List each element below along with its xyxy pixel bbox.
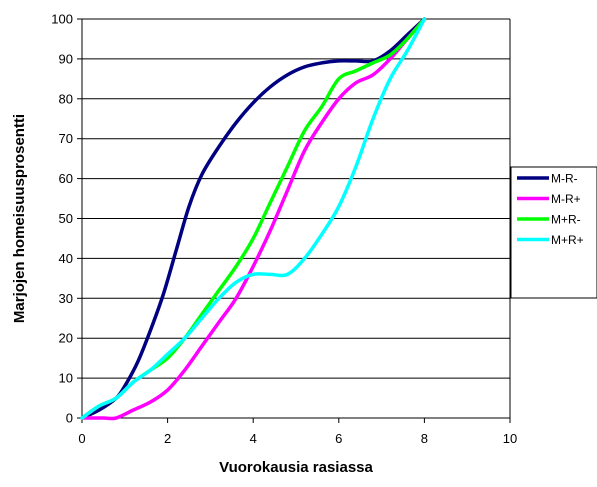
legend-label-3: M+R- [551, 213, 581, 227]
series-line-4 [80, 17, 427, 420]
y-tick-label: 90 [59, 51, 73, 66]
y-tick-label: 0 [66, 411, 73, 426]
gridlines [82, 18, 510, 379]
y-tick-label: 30 [59, 291, 73, 306]
x-tick-label: 10 [503, 431, 517, 446]
y-tick-label: 100 [51, 12, 73, 27]
legend-label-1: M-R- [551, 172, 578, 186]
y-tick-label: 70 [59, 131, 73, 146]
y-tick-label: 10 [59, 371, 73, 386]
series-lines [80, 17, 427, 421]
legend: M-R- M-R+ M+R- M+R+ [510, 166, 597, 299]
legend-label-4: M+R+ [551, 233, 584, 247]
y-tick-label: 80 [59, 91, 73, 106]
y-tick-label: 50 [59, 211, 73, 226]
legend-box [510, 166, 597, 299]
axes: 0 10 20 30 40 50 60 70 80 90 100 0 2 4 6 8 10 [51, 12, 517, 447]
y-tick-label: 40 [59, 251, 73, 266]
legend-label-2: M-R+ [551, 192, 581, 206]
series-line-1 [80, 17, 427, 420]
x-tick-label: 8 [421, 431, 428, 446]
x-tick-label: 2 [164, 431, 171, 446]
x-axis-title: Vuorokausia rasiassa [219, 459, 373, 476]
series-line-2 [80, 17, 427, 421]
y-axis-title: Marjojen homeisuusprosentti [11, 114, 28, 323]
y-tick-label: 60 [59, 171, 73, 186]
x-tick-label: 6 [335, 431, 342, 446]
y-tick-label: 20 [59, 331, 73, 346]
x-tick-label: 0 [78, 431, 85, 446]
x-tick-label: 4 [250, 431, 257, 446]
